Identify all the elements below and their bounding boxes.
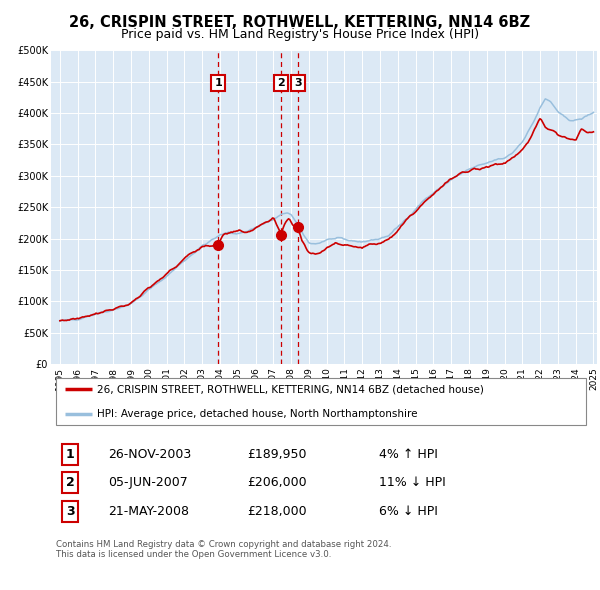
- Text: 1: 1: [214, 78, 222, 88]
- Text: £218,000: £218,000: [248, 504, 307, 517]
- Text: 3: 3: [294, 78, 302, 88]
- Text: £206,000: £206,000: [248, 476, 307, 489]
- Text: 4% ↑ HPI: 4% ↑ HPI: [379, 448, 437, 461]
- Text: Price paid vs. HM Land Registry's House Price Index (HPI): Price paid vs. HM Land Registry's House …: [121, 28, 479, 41]
- Text: 05-JUN-2007: 05-JUN-2007: [109, 476, 188, 489]
- Text: 26, CRISPIN STREET, ROTHWELL, KETTERING, NN14 6BZ: 26, CRISPIN STREET, ROTHWELL, KETTERING,…: [70, 15, 530, 30]
- Text: 2: 2: [66, 476, 74, 489]
- Text: £189,950: £189,950: [248, 448, 307, 461]
- Text: 3: 3: [66, 504, 74, 517]
- Text: 26, CRISPIN STREET, ROTHWELL, KETTERING, NN14 6BZ (detached house): 26, CRISPIN STREET, ROTHWELL, KETTERING,…: [97, 384, 484, 394]
- Text: HPI: Average price, detached house, North Northamptonshire: HPI: Average price, detached house, Nort…: [97, 409, 418, 419]
- Text: 1: 1: [66, 448, 74, 461]
- Text: 11% ↓ HPI: 11% ↓ HPI: [379, 476, 445, 489]
- Text: Contains HM Land Registry data © Crown copyright and database right 2024.
This d: Contains HM Land Registry data © Crown c…: [56, 540, 392, 559]
- Text: 6% ↓ HPI: 6% ↓ HPI: [379, 504, 437, 517]
- Text: 21-MAY-2008: 21-MAY-2008: [109, 504, 190, 517]
- FancyBboxPatch shape: [56, 378, 586, 425]
- Text: 2: 2: [277, 78, 285, 88]
- Text: 26-NOV-2003: 26-NOV-2003: [109, 448, 191, 461]
